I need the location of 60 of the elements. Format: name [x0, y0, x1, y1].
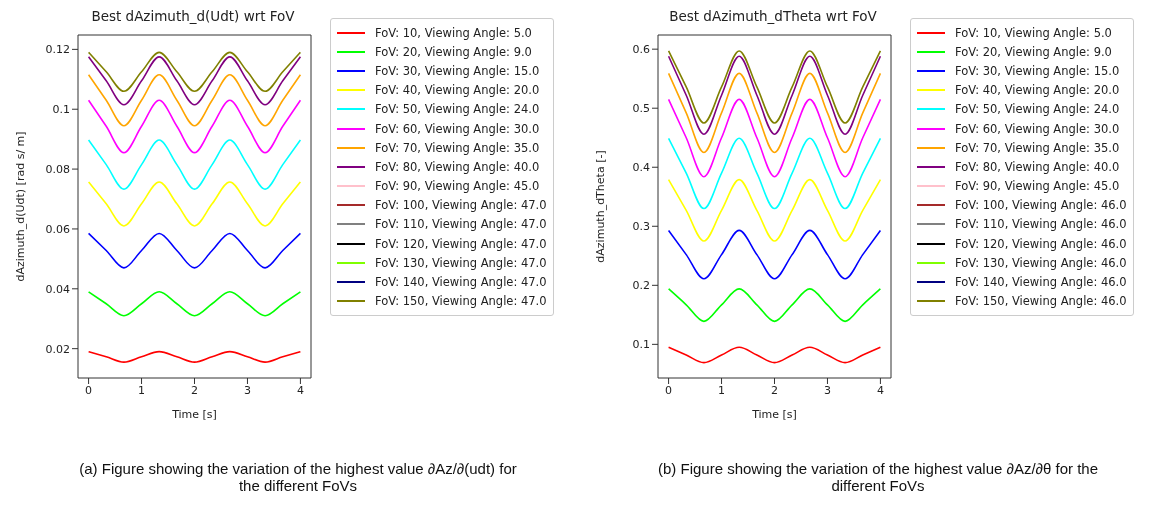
y-tick-label: 0.6	[632, 43, 650, 57]
y-axis-title: dAzimuth_dTheta [-]	[593, 150, 607, 263]
y-tick-label: 0.1	[632, 338, 650, 352]
x-tick-label: 2	[771, 383, 778, 397]
x-tick-label: 0	[85, 383, 93, 397]
legend-label: FoV: 30, Viewing Angle: 15.0	[375, 63, 540, 78]
x-tick-label: 4	[876, 383, 884, 397]
legend-label: FoV: 140, Viewing Angle: 47.0	[375, 275, 547, 290]
y-tick-label: 0.3	[632, 220, 650, 234]
x-axis-title: Time [s]	[171, 408, 217, 421]
y-tick-label: 0.4	[632, 161, 650, 175]
legend-label: FoV: 120, Viewing Angle: 47.0	[375, 236, 547, 251]
legend-label: FoV: 70, Viewing Angle: 35.0	[955, 140, 1120, 155]
x-tick-label: 1	[138, 383, 146, 397]
legend-label: FoV: 80, Viewing Angle: 40.0	[955, 159, 1120, 174]
legend-label: FoV: 110, Viewing Angle: 46.0	[955, 217, 1127, 232]
x-tick-label: 1	[718, 383, 726, 397]
legend-label: FoV: 10, Viewing Angle: 5.0	[375, 25, 532, 40]
legend-label: FoV: 100, Viewing Angle: 46.0	[955, 198, 1127, 213]
chart-title: Best dAzimuth_dTheta wrt FoV	[668, 8, 877, 26]
y-tick-label: 0.2	[632, 279, 650, 293]
legend-label: FoV: 20, Viewing Angle: 9.0	[955, 44, 1112, 59]
text: (a) Figure showing the variation of the highest value ∂Az/∂(udt) for the different FoVs	[78, 460, 518, 494]
legend-label: FoV: 70, Viewing Angle: 35.0	[375, 140, 540, 155]
legend-label: FoV: 150, Viewing Angle: 47.0	[375, 294, 547, 309]
legend-label: FoV: 60, Viewing Angle: 30.0	[955, 121, 1120, 136]
legend-label: FoV: 90, Viewing Angle: 45.0	[375, 179, 540, 194]
y-tick-label: 0.5	[632, 102, 650, 116]
legend-label: FoV: 110, Viewing Angle: 47.0	[375, 217, 547, 232]
chart-title: Best dAzimuth_d(Udt) wrt FoV	[90, 8, 295, 26]
legend-label: FoV: 50, Viewing Angle: 24.0	[375, 102, 540, 117]
x-tick-label: 0	[665, 383, 673, 397]
y-tick-label: 0.04	[45, 282, 70, 296]
legend-label: FoV: 40, Viewing Angle: 20.0	[955, 83, 1120, 98]
x-tick-label: 3	[823, 383, 831, 397]
y-tick-label: 0.08	[45, 162, 70, 176]
legend-label: FoV: 60, Viewing Angle: 30.0	[375, 121, 540, 136]
legend-label: FoV: 130, Viewing Angle: 46.0	[955, 255, 1127, 270]
text: (b) Figure showing the variation of the highest value ∂Az/∂θ for the different FoVs	[656, 460, 1100, 494]
legend-label: FoV: 130, Viewing Angle: 47.0	[375, 255, 547, 270]
x-tick-label: 3	[243, 383, 251, 397]
y-tick-label: 0.1	[52, 103, 70, 117]
y-axis-title: dAzimuth_d(Udt) [rad s/ m]	[13, 131, 27, 282]
legend-label: FoV: 100, Viewing Angle: 47.0	[375, 198, 547, 213]
legend-label: FoV: 40, Viewing Angle: 20.0	[375, 83, 540, 98]
legend-label: FoV: 140, Viewing Angle: 46.0	[955, 275, 1127, 290]
y-tick-label: 0.02	[45, 342, 70, 356]
legend-label: FoV: 80, Viewing Angle: 40.0	[375, 159, 540, 174]
x-tick-label: 2	[191, 383, 198, 397]
x-tick-label: 4	[296, 383, 304, 397]
legend-label: FoV: 30, Viewing Angle: 15.0	[955, 63, 1120, 78]
legend-label: FoV: 150, Viewing Angle: 46.0	[955, 294, 1127, 309]
legend-label: FoV: 10, Viewing Angle: 5.0	[955, 25, 1112, 40]
legend-label: FoV: 120, Viewing Angle: 46.0	[955, 236, 1127, 251]
y-tick-label: 0.06	[45, 222, 70, 236]
y-tick-label: 0.12	[45, 43, 70, 57]
legend-label: FoV: 20, Viewing Angle: 9.0	[375, 44, 532, 59]
legend-label: FoV: 50, Viewing Angle: 24.0	[955, 102, 1120, 117]
x-axis-title: Time [s]	[751, 408, 797, 421]
legend-label: FoV: 90, Viewing Angle: 45.0	[955, 179, 1120, 194]
